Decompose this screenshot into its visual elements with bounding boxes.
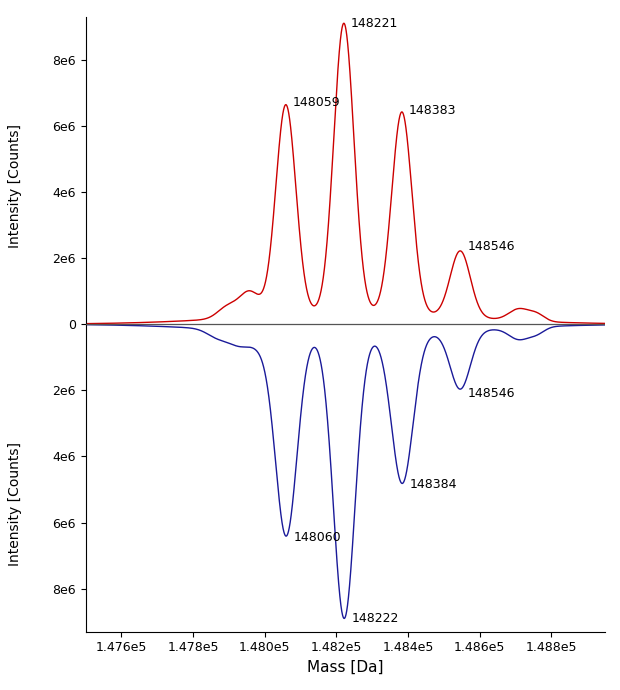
Text: 148384: 148384 xyxy=(409,478,457,491)
Text: 148383: 148383 xyxy=(409,104,456,117)
Text: Intensity [Counts]: Intensity [Counts] xyxy=(9,442,22,566)
Text: 148546: 148546 xyxy=(467,387,515,400)
Text: 148222: 148222 xyxy=(352,612,399,625)
Text: Intensity [Counts]: Intensity [Counts] xyxy=(9,124,22,248)
Text: 148221: 148221 xyxy=(351,17,399,30)
Text: 148546: 148546 xyxy=(467,240,515,253)
Text: 148059: 148059 xyxy=(293,96,340,109)
Text: 148060: 148060 xyxy=(293,531,341,544)
X-axis label: Mass [Da]: Mass [Da] xyxy=(307,660,384,675)
